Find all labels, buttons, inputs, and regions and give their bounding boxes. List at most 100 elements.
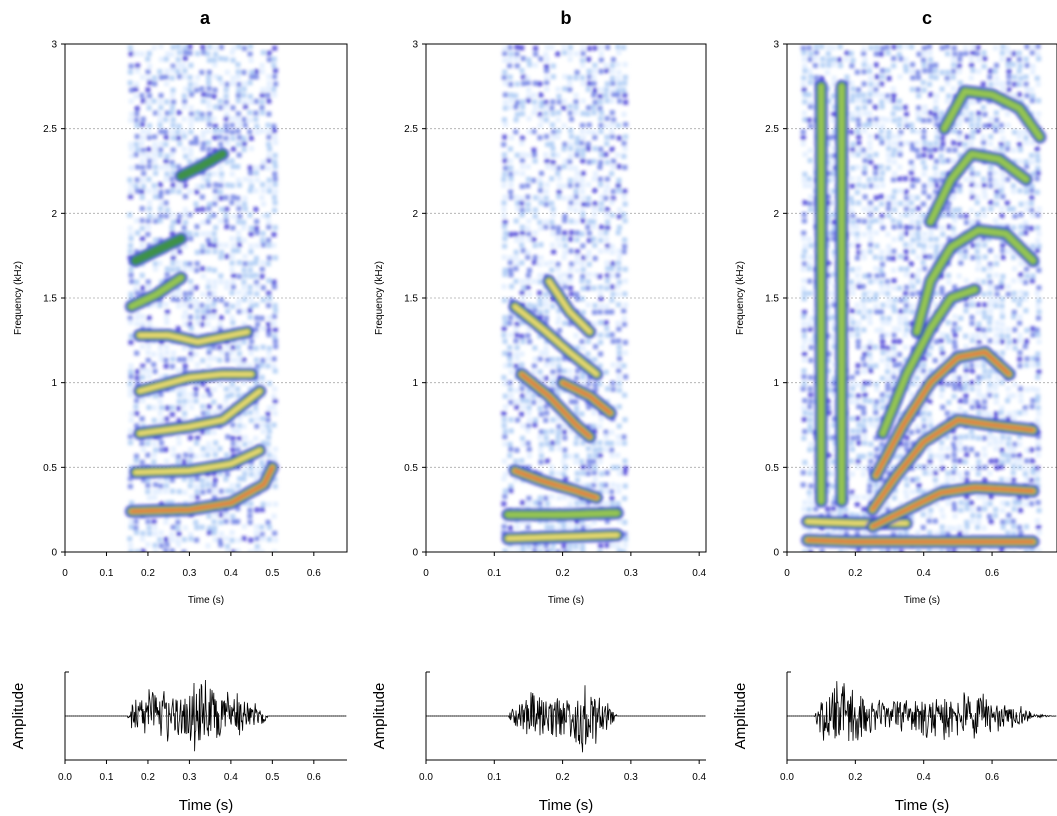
x-tick-label: 0.5 <box>265 568 279 579</box>
x-tick-label: 0.3 <box>624 568 638 579</box>
y-tick-label: 2.5 <box>765 124 779 135</box>
x-tick-label: 0.2 <box>141 568 155 579</box>
y-tick-label: 1 <box>773 378 779 389</box>
y-tick-label: 3 <box>51 40 57 51</box>
waveform-trace <box>426 685 706 753</box>
y-tick-label: 0 <box>412 548 418 559</box>
y-tick-label: 0.5 <box>43 463 57 474</box>
formant-band-3 <box>520 372 592 439</box>
formant-band-7 <box>176 149 228 181</box>
spectrogram-field <box>501 44 629 552</box>
formant-band-4 <box>874 350 1011 478</box>
spectrogram-panel-a: 0 0.5 1 1.5 2 2.5 3 0 0.1 0.2 0.3 0.4 0.5 0.6 Time (s)… <box>13 8 348 606</box>
x-tick-label: 0.4 <box>224 568 238 579</box>
waveform-panel-b-waveform: 0.0 0.1 0.2 0.3 0.4 Time (s) Amplitude <box>371 671 707 814</box>
x-tick-label: 0.3 <box>182 772 196 783</box>
panel-title: b <box>561 8 572 28</box>
y-tick-label: 1 <box>51 378 57 389</box>
y-tick-label: 2 <box>51 209 57 220</box>
x-tick-label: 0.4 <box>692 568 706 579</box>
y-axis-label: Frequency (kHz) <box>374 261 385 335</box>
formant-band-6 <box>913 227 1037 335</box>
x-tick-label: 0.2 <box>556 568 570 579</box>
panel-title: a <box>200 8 211 28</box>
y-axis-label: Amplitude <box>371 683 388 750</box>
y-tick-label: 0.5 <box>765 463 779 474</box>
formant-band-0 <box>129 465 274 513</box>
formant-band-8 <box>941 88 1043 141</box>
formant-band-3 <box>137 371 254 394</box>
formant-band-0 <box>505 532 620 541</box>
x-tick-label: 0.3 <box>182 568 196 579</box>
y-tick-label: 1 <box>412 378 418 389</box>
spectrogram-field <box>124 44 279 552</box>
formant-band-5 <box>128 274 185 310</box>
x-tick-label: 0 <box>784 568 790 579</box>
x-tick-label: 0.2 <box>848 568 862 579</box>
spectrogram-panel-c: 0 0.5 1 1.5 2 2.5 3 0 0.2 0.4 0.6 Time (s) Frequency… <box>735 8 1057 606</box>
x-tick-label: 0.4 <box>917 772 931 783</box>
formant-band-4 <box>137 329 250 345</box>
x-tick-label: 0.1 <box>487 772 501 783</box>
x-tick-label: 0 <box>62 568 68 579</box>
y-tick-label: 3 <box>412 40 418 51</box>
y-tick-label: 1.5 <box>765 294 779 305</box>
x-tick-label: 0.6 <box>985 772 999 783</box>
waveform-trace <box>787 681 1057 742</box>
x-tick-label: 0.6 <box>307 568 321 579</box>
panel-title: c <box>922 8 932 28</box>
y-tick-label: 0 <box>51 548 57 559</box>
x-axis-label: Time (s) <box>904 595 940 606</box>
x-axis-label: Time (s) <box>539 797 593 814</box>
x-tick-label: 0 <box>423 568 429 579</box>
x-axis-label: Time (s) <box>895 797 949 814</box>
formant-band-2 <box>137 388 263 436</box>
waveform-trace <box>65 679 347 752</box>
formant-band-6 <box>546 278 593 335</box>
x-tick-label: 0.4 <box>224 772 238 783</box>
y-axis-label: Amplitude <box>10 683 27 750</box>
y-tick-label: 2 <box>773 209 779 220</box>
y-axis-label: Frequency (kHz) <box>735 261 746 335</box>
x-tick-label: 0.4 <box>692 772 706 783</box>
x-tick-label: 0.1 <box>100 772 114 783</box>
y-tick-label: 2.5 <box>404 124 418 135</box>
y-tick-label: 0 <box>773 548 779 559</box>
formant-band-1 <box>133 448 263 475</box>
formant-band-7 <box>927 151 1030 225</box>
y-axis-label: Frequency (kHz) <box>13 261 24 335</box>
waveform-panel-a-waveform: 0.0 0.1 0.2 0.3 0.4 0.5 0.6 Time (s) Amplitude <box>10 671 347 814</box>
formant-band-0 <box>806 538 1035 544</box>
x-tick-label: 0.3 <box>624 772 638 783</box>
y-tick-label: 2 <box>412 209 418 220</box>
x-axis-label: Time (s) <box>188 595 224 606</box>
x-axis-label: Time (s) <box>179 797 233 814</box>
waveform-panel-c-waveform: 0.0 0.2 0.4 0.6 Time (s) Amplitude <box>732 671 1057 814</box>
x-tick-label: 0.6 <box>985 568 999 579</box>
x-axis-label: Time (s) <box>548 595 584 606</box>
formant-band-5 <box>879 286 978 437</box>
x-tick-label: 0.0 <box>58 772 72 783</box>
formant-band-6 <box>131 234 186 266</box>
x-tick-label: 0.2 <box>141 772 155 783</box>
y-tick-label: 0.5 <box>404 463 418 474</box>
formant-band-2 <box>513 469 599 500</box>
x-tick-label: 0.2 <box>848 772 862 783</box>
y-tick-label: 2.5 <box>43 124 57 135</box>
x-tick-label: 0.0 <box>419 772 433 783</box>
x-tick-label: 0.1 <box>487 568 501 579</box>
spectrogram-panel-b: 0 0.5 1 1.5 2 2.5 3 0 0.1 0.2 0.3 0.4 Time (s) Freque… <box>374 8 707 606</box>
x-tick-label: 0.4 <box>917 568 931 579</box>
formant-band-3 <box>870 418 1035 512</box>
x-tick-label: 0.5 <box>265 772 279 783</box>
spectrogram-field <box>800 44 1047 552</box>
x-tick-label: 0.2 <box>556 772 570 783</box>
y-tick-label: 3 <box>773 40 779 51</box>
y-axis-label: Amplitude <box>732 683 749 750</box>
y-tick-label: 1.5 <box>43 294 57 305</box>
x-tick-label: 0.1 <box>100 568 114 579</box>
formant-band-1 <box>505 510 621 518</box>
x-tick-label: 0.6 <box>307 772 321 783</box>
formant-band-5 <box>512 304 599 377</box>
